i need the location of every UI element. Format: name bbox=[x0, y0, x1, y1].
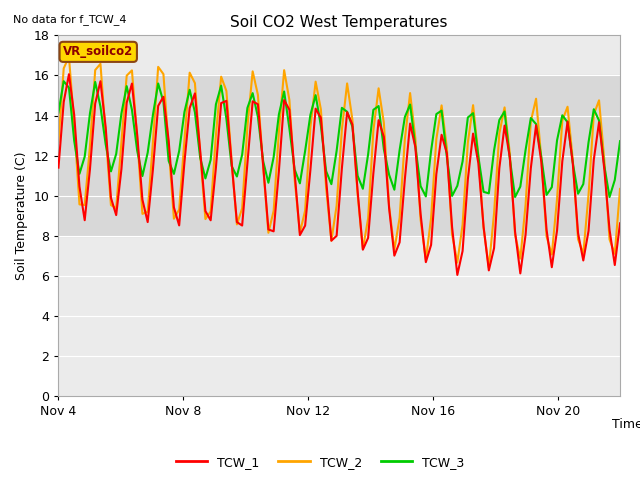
Text: VR_soilco2: VR_soilco2 bbox=[63, 45, 133, 59]
Title: Soil CO2 West Temperatures: Soil CO2 West Temperatures bbox=[230, 15, 448, 30]
X-axis label: Time: Time bbox=[612, 418, 640, 431]
Legend: TCW_1, TCW_2, TCW_3: TCW_1, TCW_2, TCW_3 bbox=[171, 451, 469, 474]
Text: No data for f_TCW_4: No data for f_TCW_4 bbox=[13, 14, 126, 25]
Bar bbox=[58, 75, 620, 236]
Y-axis label: Soil Temperature (C): Soil Temperature (C) bbox=[15, 152, 28, 280]
